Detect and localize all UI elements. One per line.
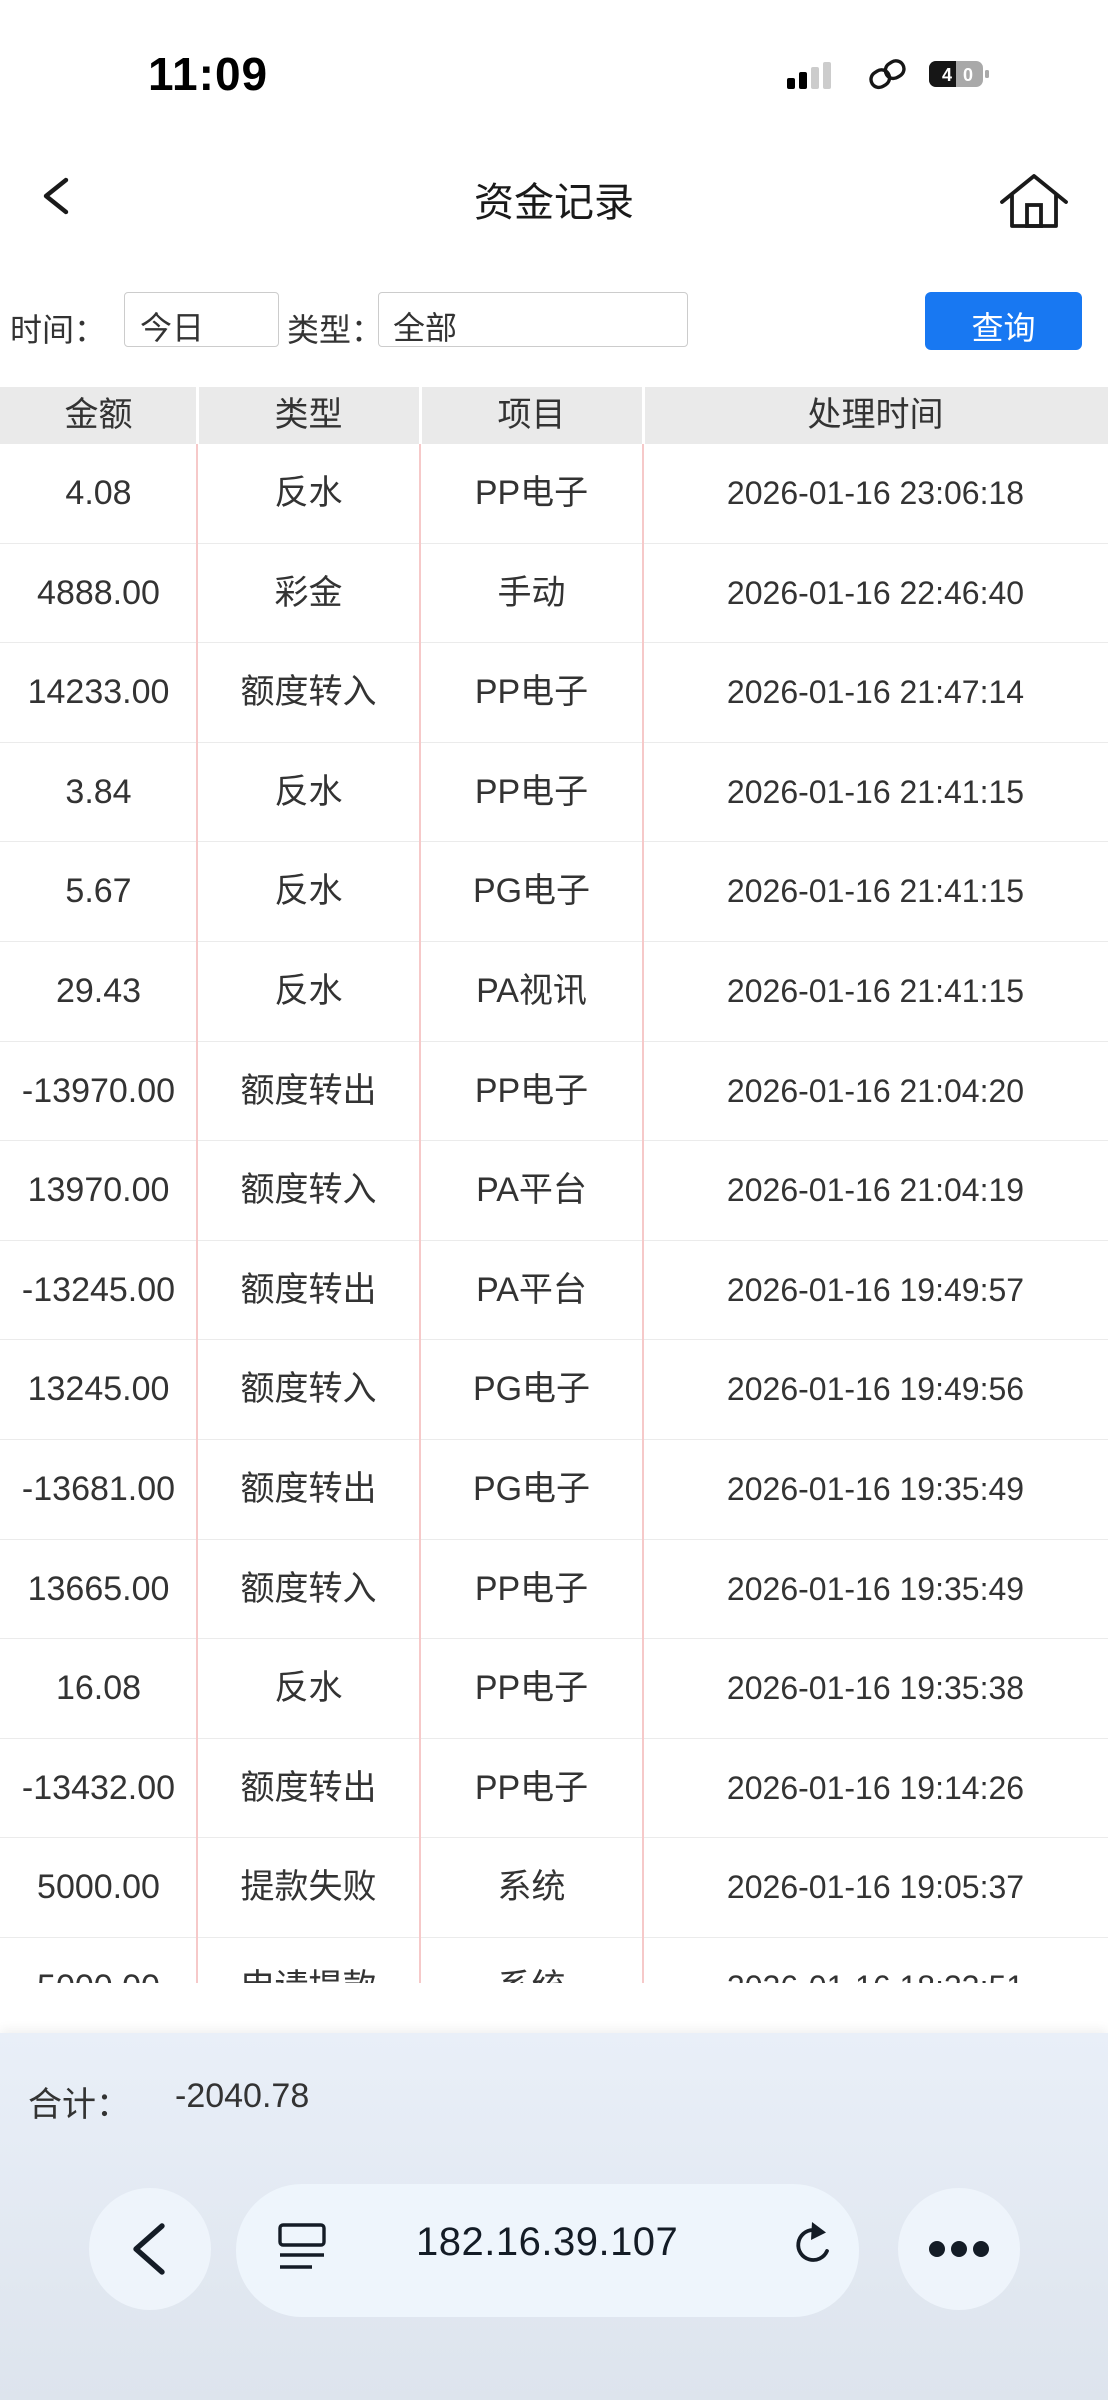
svg-text:0: 0	[963, 65, 973, 85]
svg-text:4: 4	[942, 65, 952, 85]
